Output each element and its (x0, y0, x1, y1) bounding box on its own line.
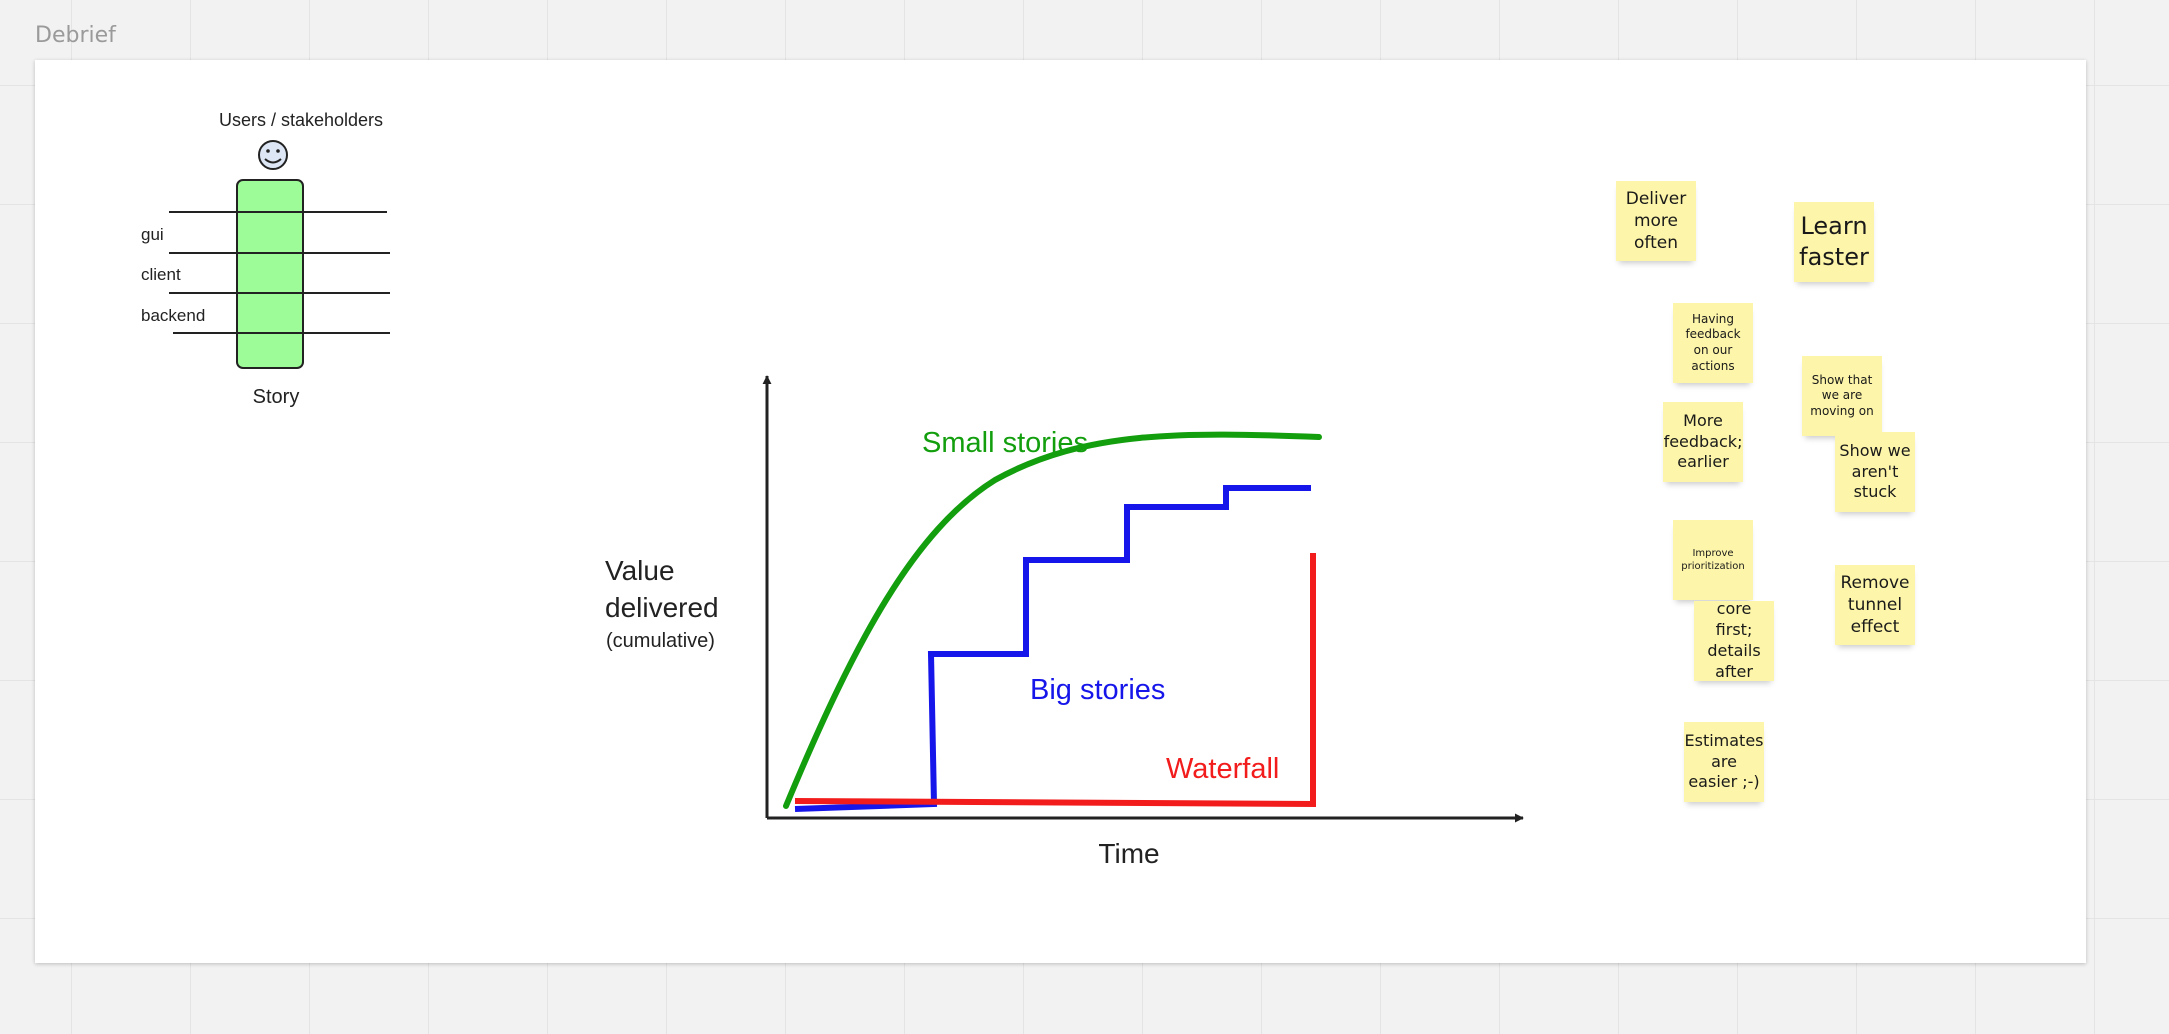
sticky-note[interactable]: More feedback; earlier (1663, 402, 1743, 482)
sticky-note[interactable]: Show that we are moving on (1802, 356, 1882, 436)
series-label-small-stories: Small stories (922, 427, 1088, 459)
series-label-waterfall: Waterfall (1166, 753, 1279, 785)
x-axis-label: Time (1098, 838, 1159, 869)
sticky-note-text: More feedback; earlier (1663, 410, 1743, 472)
sticky-note[interactable]: Remove tunnel effect (1835, 565, 1915, 645)
frame-canvas: Users / stakeholders gui client backend … (141, 110, 1524, 869)
smiley-icon (258, 140, 288, 170)
layer-label-gui: gui (141, 225, 164, 244)
y-axis-label-line2: delivered (605, 592, 719, 623)
sticky-note-text: Estimates are easier ;-) (1684, 730, 1764, 792)
sticky-note-text: Learn faster (1799, 211, 1869, 271)
sticky-note[interactable]: Having feedback on our actions (1673, 303, 1753, 383)
value-chart[interactable]: Value delivered (cumulative) Time Small … (605, 375, 1524, 869)
y-axis-label-line3: (cumulative) (606, 630, 715, 652)
small-stories-curve (783, 431, 1322, 809)
sticky-note-text: Show that we are moving on (1810, 372, 1874, 418)
sticky-note[interactable]: Improve prioritization (1673, 520, 1753, 600)
sticky-note-text: core first; details after (1707, 599, 1761, 681)
debrief-frame[interactable]: Users / stakeholders gui client backend … (35, 60, 2086, 963)
frame-title[interactable]: Debrief (35, 23, 116, 48)
story-column (236, 179, 304, 369)
sticky-note-text: Having feedback on our actions (1685, 311, 1741, 373)
story-diagram[interactable]: Users / stakeholders gui client backend … (141, 110, 390, 408)
sticky-note-text: Improve prioritization (1681, 548, 1745, 572)
big-stories-steps (794, 485, 1311, 812)
sticky-note[interactable]: core first; details after (1694, 599, 1774, 681)
sticky-note[interactable]: Deliver more often (1616, 181, 1696, 261)
sticky-note-text: Deliver more often (1625, 188, 1687, 254)
sticky-note[interactable]: Learn faster (1794, 202, 1874, 282)
sticky-note-text: Show we aren't stuck (1839, 440, 1911, 502)
sticky-note[interactable]: Estimates are easier ;-) (1684, 722, 1764, 802)
series-label-big-stories: Big stories (1030, 674, 1165, 706)
story-label: Story (253, 386, 300, 408)
sticky-note[interactable]: Show we aren't stuck (1835, 432, 1915, 512)
layer-label-backend: backend (141, 306, 205, 325)
actor-label: Users / stakeholders (219, 110, 383, 130)
sticky-note-text: Remove tunnel effect (1840, 572, 1910, 638)
layer-label-client: client (141, 265, 181, 284)
y-axis-label-line1: Value (605, 555, 675, 586)
waterfall-line (794, 553, 1316, 808)
